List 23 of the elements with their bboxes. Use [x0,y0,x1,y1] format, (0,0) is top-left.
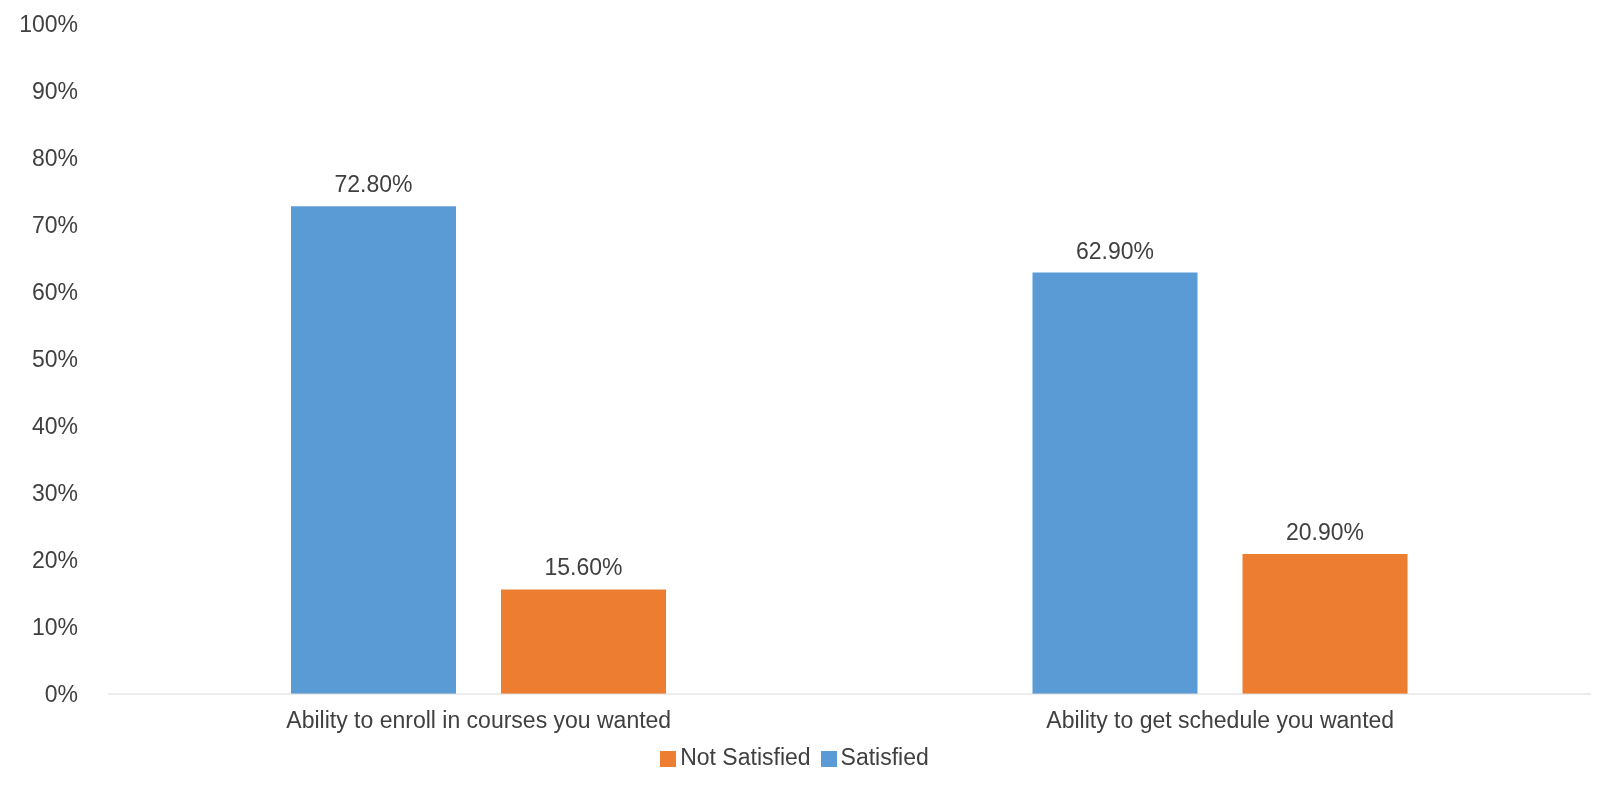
bar [1242,553,1408,694]
data-label: 72.80% [334,171,413,198]
data-label: 62.90% [1075,237,1155,264]
y-tick-label: 10% [31,614,78,641]
y-tick-label: 30% [31,480,78,507]
y-tick-label: 90% [31,78,78,105]
y-tick-label: 40% [31,413,78,440]
data-label: 15.60% [544,554,623,581]
legend-label: Not Satisfied [680,744,811,770]
bar [1032,272,1198,694]
y-tick-label: 20% [31,547,78,574]
bar [501,589,666,694]
legend-label: Satisfied [840,744,929,770]
y-tick-label: 50% [31,346,78,373]
y-tick-label: 0% [44,681,78,708]
y-tick-label: 60% [31,279,78,306]
y-tick-label: 70% [31,212,78,239]
data-label: 20.90% [1285,518,1365,545]
x-tick-label: Ability to get schedule you wanted [1046,707,1395,734]
x-tick-label: Ability to enroll in courses you wanted [286,707,672,734]
y-tick-label: 80% [31,145,78,172]
bar [291,206,456,694]
y-tick-label: 100% [19,11,78,38]
